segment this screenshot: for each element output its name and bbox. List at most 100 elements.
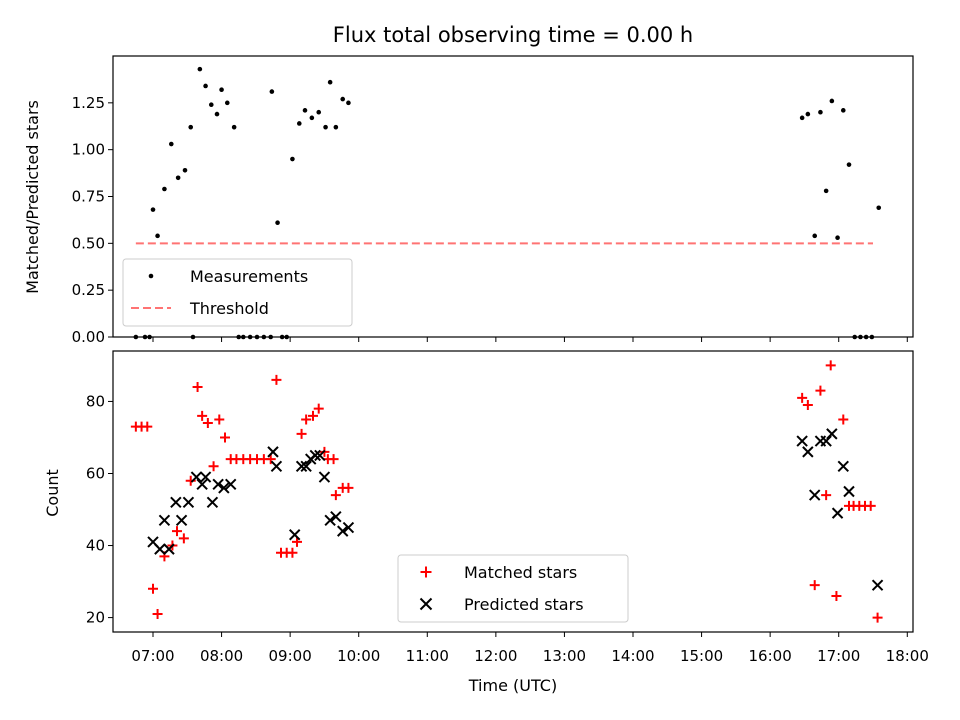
data-point — [328, 454, 339, 465]
x-tick-label: 07:00 — [131, 647, 174, 665]
data-point — [182, 496, 195, 509]
data-point — [142, 421, 153, 432]
data-point — [225, 478, 237, 491]
data-point — [846, 162, 852, 167]
data-point — [831, 590, 842, 601]
data-point — [333, 124, 339, 130]
data-point — [172, 526, 182, 537]
data-point — [218, 482, 230, 494]
data-point — [829, 98, 835, 104]
data-point — [330, 490, 341, 501]
y-tick-label: 1.00 — [72, 141, 105, 159]
legend-label: Threshold — [189, 299, 269, 318]
data-point — [296, 428, 307, 439]
data-point — [208, 461, 219, 472]
data-point — [314, 449, 326, 462]
series-1-markers — [147, 428, 884, 591]
data-point — [220, 432, 230, 443]
series-0-markers — [130, 360, 883, 623]
data-point — [809, 580, 820, 591]
data-point — [843, 485, 855, 498]
data-point — [342, 521, 355, 534]
data-point — [197, 66, 203, 72]
x-tick-label: 09:00 — [269, 647, 312, 665]
bottom-ylabel: Count — [43, 469, 62, 517]
data-point — [290, 156, 295, 162]
data-point — [152, 608, 163, 619]
legend-label: Matched stars — [464, 563, 577, 582]
data-point — [148, 583, 158, 594]
data-point — [275, 220, 280, 226]
x-tick-label: 10:00 — [337, 647, 380, 665]
legend-key-marker — [420, 566, 432, 578]
data-point — [271, 374, 282, 385]
data-point — [175, 514, 188, 527]
data-point — [301, 414, 312, 425]
legend-label: Predicted stars — [464, 595, 584, 614]
data-point — [324, 514, 336, 527]
y-tick-label: 40 — [86, 537, 105, 555]
x-tick-label: 15:00 — [680, 647, 723, 665]
data-point — [150, 207, 156, 212]
data-point — [323, 124, 328, 130]
data-point — [214, 111, 220, 117]
data-point — [208, 102, 214, 108]
data-point — [203, 83, 208, 89]
data-point — [309, 449, 321, 462]
data-point — [330, 511, 342, 523]
top-ylabel: Matched/Predicted stars — [23, 100, 42, 294]
y-tick-label: 0.75 — [72, 188, 105, 206]
data-point — [197, 410, 208, 421]
data-point — [224, 100, 230, 106]
x-tick-label: 17:00 — [817, 647, 860, 665]
y-tick-label: 80 — [86, 392, 105, 410]
data-point — [231, 124, 237, 130]
x-tick-label: 11:00 — [406, 647, 449, 665]
y-tick-label: 20 — [86, 609, 105, 627]
data-point — [340, 96, 346, 102]
data-point — [318, 471, 331, 483]
data-point — [802, 400, 813, 411]
data-point — [188, 124, 194, 130]
data-point — [163, 543, 175, 555]
data-point — [865, 500, 876, 511]
legend: Matched stars Predicted stars — [397, 554, 629, 623]
data-point — [823, 188, 829, 194]
data-point — [300, 460, 312, 472]
bottom-xlabel: Time (UTC) — [468, 676, 557, 695]
data-point — [840, 108, 846, 113]
data-point — [154, 543, 166, 555]
data-point — [212, 478, 224, 491]
data-point — [296, 121, 302, 126]
x-tick-label: 18:00 — [886, 647, 929, 665]
data-point — [796, 435, 808, 447]
data-point — [346, 100, 351, 106]
x-tick-label: 14:00 — [611, 647, 654, 665]
plot-frame — [112, 55, 914, 338]
data-point — [799, 115, 805, 121]
data-point — [818, 109, 823, 115]
data-point — [158, 514, 171, 527]
data-point — [190, 471, 203, 483]
data-point — [872, 612, 883, 623]
data-point — [206, 496, 219, 509]
y-tick-label: 1.25 — [72, 94, 105, 112]
legend-label: Measurements — [190, 267, 308, 286]
data-point — [267, 446, 279, 458]
data-point — [202, 418, 213, 429]
data-point — [343, 482, 354, 493]
y-tick-label: 60 — [86, 464, 105, 482]
top-panel: 0.00 0.25 0.50 0.75 1.00 1.25 Measurements Thre… — [72, 55, 914, 346]
data-point — [162, 186, 167, 192]
data-point — [182, 167, 188, 173]
data-point — [812, 233, 818, 239]
data-point — [309, 115, 315, 121]
legend-box — [397, 554, 629, 623]
data-point — [269, 89, 275, 94]
legend-key-marker — [419, 597, 433, 611]
chart-title: Flux total observing time = 0.00 h — [333, 23, 693, 47]
x-tick-label: 08:00 — [200, 647, 243, 665]
data-point — [289, 529, 301, 541]
data-point — [831, 507, 844, 519]
